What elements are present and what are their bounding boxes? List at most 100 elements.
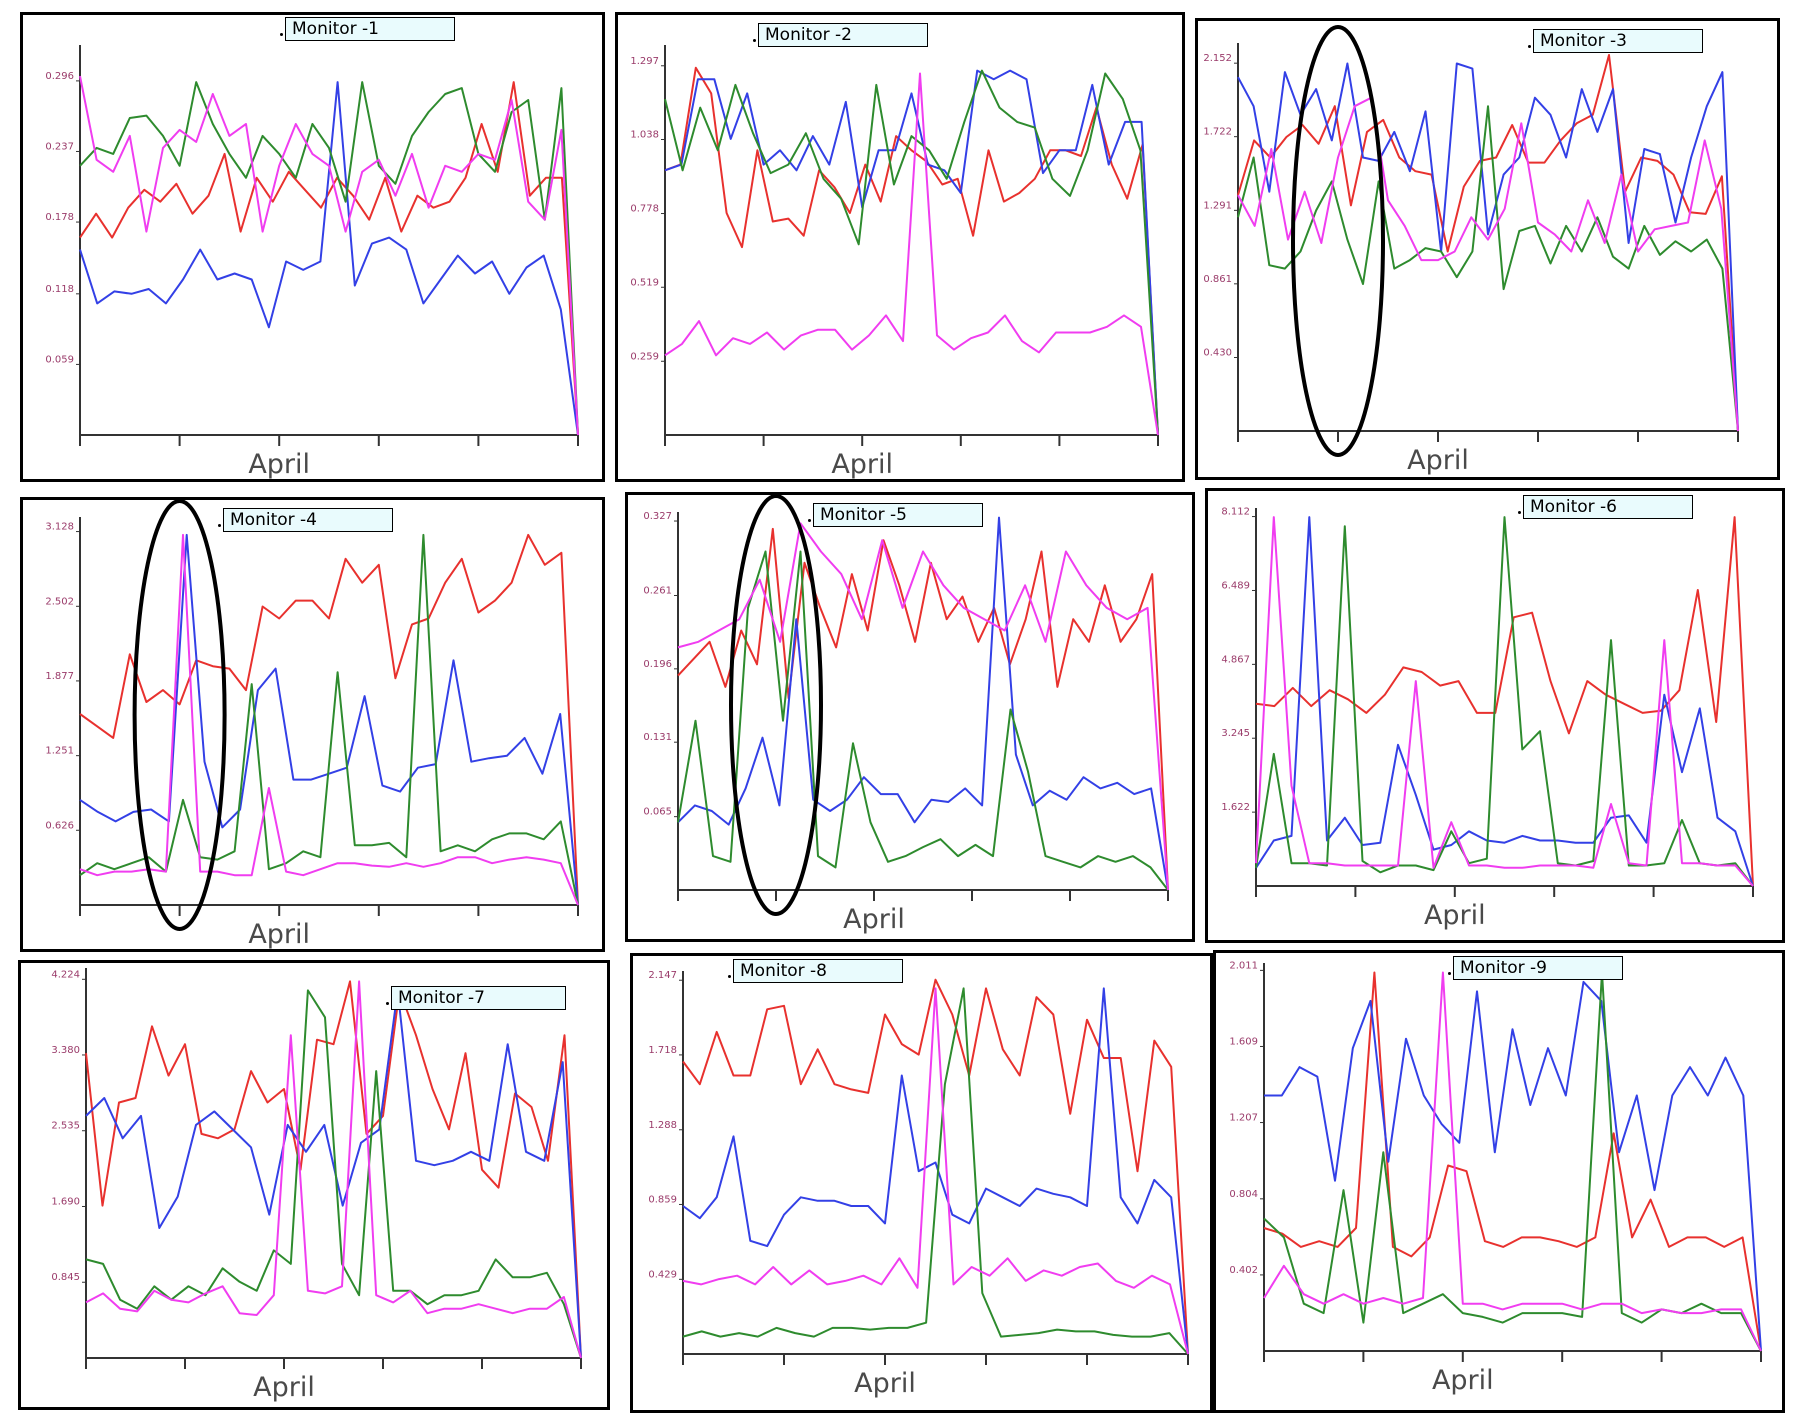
- y-tick-label: 1.690: [51, 1196, 80, 1207]
- series-line-red: [682, 978, 1189, 1355]
- x-axis-label: April: [1407, 445, 1469, 476]
- series-line-blue: [677, 516, 1169, 891]
- y-tick-label: 1.722: [1203, 127, 1232, 138]
- chart-panel-5: 0.327 0.261 0.196 0.131 0.065 April Monitor -5: [625, 492, 1195, 942]
- chart-title: Monitor -5: [813, 503, 983, 527]
- series-line-blue: [79, 81, 579, 436]
- highlight-ellipse: [1291, 25, 1385, 457]
- series-line-magenta: [79, 533, 579, 906]
- y-tick-label: 2.152: [1203, 53, 1232, 64]
- series-line-magenta: [682, 987, 1189, 1355]
- y-tick-label: 3.245: [1221, 728, 1250, 739]
- chart-panel-7: 4.224 3.380 2.535 1.690 0.845 April Monitor -7: [18, 960, 610, 1410]
- y-tick-label: 0.259: [630, 351, 659, 362]
- title-marker-dot: [1518, 511, 1521, 514]
- y-tick-label: 0.778: [630, 204, 659, 215]
- y-tick-label: 0.804: [1229, 1189, 1258, 1200]
- line-chart-6: 8.112 6.489 4.867 3.245 1.622 April: [1221, 507, 1754, 931]
- chart-title: Monitor -8: [733, 959, 903, 983]
- chart-title: Monitor -7: [391, 986, 566, 1010]
- chart-panel-8: 2.147 1.718 1.288 0.859 0.429 April Monitor -8: [630, 953, 1213, 1413]
- title-marker-dot: [280, 33, 283, 36]
- series-line-magenta: [1237, 96, 1739, 432]
- title-marker-dot: [218, 524, 221, 527]
- chart-title: Monitor -6: [1523, 495, 1693, 519]
- y-tick-label: 1.297: [630, 56, 659, 67]
- y-tick-label: 0.296: [45, 71, 74, 82]
- chart-panel-4: 3.128 2.502 1.877 1.251 0.626 April Monitor -4: [20, 497, 605, 952]
- line-chart-1: 0.296 0.237 0.178 0.118 0.059 April: [45, 45, 579, 479]
- y-tick-label: 0.861: [1203, 274, 1232, 285]
- series-line-blue: [682, 987, 1189, 1355]
- series-line-red: [664, 66, 1159, 436]
- series-line-red: [79, 533, 579, 906]
- line-chart-4: 3.128 2.502 1.877 1.251 0.626 April: [45, 500, 579, 949]
- series-line-blue: [1264, 980, 1762, 1352]
- y-tick-label: 0.065: [643, 807, 672, 818]
- series-line-green: [677, 550, 1169, 891]
- chart-title: Monitor -3: [1533, 29, 1703, 53]
- series-line-red: [1237, 54, 1739, 432]
- y-tick-label: 0.430: [1203, 348, 1232, 359]
- x-axis-label: April: [248, 449, 310, 479]
- chart-panel-3: 2.152 1.722 1.291 0.861 0.430 April Monitor -3: [1195, 18, 1780, 480]
- y-tick-label: 0.237: [45, 141, 74, 152]
- y-tick-label: 0.178: [45, 212, 74, 223]
- y-tick-label: 4.867: [1221, 654, 1250, 665]
- y-tick-label: 3.128: [45, 522, 74, 533]
- y-tick-label: 0.327: [643, 511, 672, 522]
- series-line-red: [1255, 516, 1754, 887]
- title-marker-dot: [753, 39, 756, 42]
- title-marker-dot: [728, 975, 731, 978]
- series-line-magenta: [85, 980, 582, 1359]
- chart-panel-6: 8.112 6.489 4.867 3.245 1.622 April Monitor -6: [1205, 488, 1785, 943]
- y-tick-label: 1.251: [45, 746, 74, 757]
- series-line-green: [79, 533, 579, 906]
- y-tick-label: 1.291: [1203, 200, 1232, 211]
- y-tick-label: 8.112: [1221, 507, 1250, 518]
- series-line-red: [79, 81, 579, 436]
- y-tick-label: 1.622: [1221, 802, 1250, 813]
- y-tick-label: 0.196: [643, 659, 672, 670]
- y-tick-label: 0.261: [643, 585, 672, 596]
- x-axis-label: April: [1424, 900, 1486, 931]
- y-tick-label: 1.038: [630, 130, 659, 141]
- series-line-magenta: [1255, 516, 1754, 887]
- line-chart-2: 1.297 1.038 0.778 0.519 0.259 April: [630, 45, 1159, 479]
- y-tick-label: 2.535: [51, 1121, 80, 1132]
- series-line-magenta: [677, 522, 1169, 891]
- y-tick-label: 1.207: [1229, 1113, 1258, 1124]
- series-line-magenta: [664, 72, 1159, 436]
- y-tick-label: 0.429: [648, 1269, 677, 1280]
- y-tick-label: 0.131: [643, 732, 672, 743]
- series-line-green: [1237, 105, 1739, 432]
- y-tick-label: 4.224: [51, 969, 80, 980]
- series-line-red: [1263, 971, 1762, 1352]
- x-axis-label: April: [253, 1372, 315, 1403]
- y-tick-label: 3.380: [51, 1045, 80, 1056]
- x-axis-label: April: [1432, 1365, 1494, 1396]
- chart-title: Monitor -1: [285, 17, 455, 41]
- title-marker-dot: [386, 1002, 389, 1005]
- y-tick-label: 0.519: [630, 277, 659, 288]
- series-line-blue: [1237, 62, 1739, 432]
- series-line-green: [682, 987, 1189, 1355]
- chart-axes: [79, 45, 578, 436]
- x-axis-label: April: [248, 919, 310, 949]
- chart-title: Monitor -9: [1453, 956, 1623, 980]
- y-tick-label: 0.626: [45, 820, 74, 831]
- chart-panel-9: 2.011 1.609 1.207 0.804 0.402 April Monitor -9: [1213, 950, 1785, 1413]
- line-chart-8: 2.147 1.718 1.288 0.859 0.429 April: [648, 970, 1189, 1399]
- series-line-green: [664, 69, 1159, 436]
- series-line-red: [677, 527, 1169, 891]
- series-line-blue: [85, 989, 582, 1359]
- title-marker-dot: [1528, 45, 1531, 48]
- x-axis-label: April: [854, 1368, 916, 1399]
- y-tick-label: 1.288: [648, 1120, 677, 1131]
- y-tick-label: 1.609: [1229, 1036, 1258, 1047]
- y-tick-label: 2.502: [45, 596, 74, 607]
- chart-axes: [677, 512, 1168, 891]
- y-tick-label: 2.011: [1229, 960, 1258, 971]
- y-tick-label: 0.059: [45, 354, 74, 365]
- series-line-magenta: [1263, 971, 1762, 1352]
